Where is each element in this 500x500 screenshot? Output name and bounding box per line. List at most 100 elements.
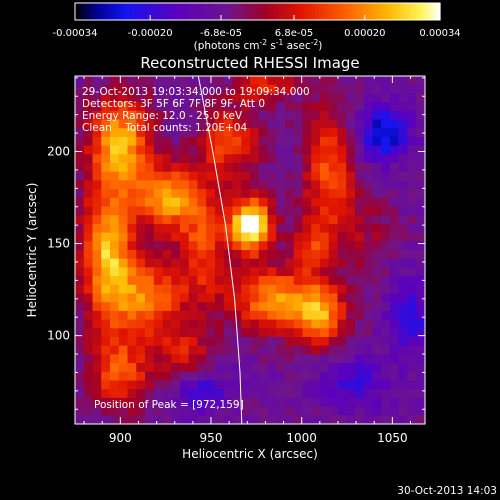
heatmap-cell [162, 258, 172, 268]
heatmap-cell [258, 354, 268, 364]
heatmap-cell [136, 197, 146, 207]
heatmap-cell [232, 345, 242, 355]
heatmap-cell [215, 154, 225, 164]
heatmap-cell [407, 189, 417, 199]
heatmap-cell [188, 206, 198, 216]
heatmap-cell [180, 293, 190, 303]
y-axis-label: Heliocentric Y (arcsec) [25, 183, 39, 318]
heatmap-cell [320, 76, 330, 86]
heatmap-cell [285, 145, 295, 155]
heatmap-cell [320, 145, 330, 155]
heatmap-cell [101, 154, 111, 164]
heatmap-cell [416, 328, 426, 338]
heatmap-cell [75, 258, 85, 268]
heatmap-cell [276, 354, 286, 364]
heatmap-cell [337, 215, 347, 225]
heatmap-cell [285, 258, 295, 268]
heatmap-cell [337, 232, 347, 242]
heatmap-cell [302, 154, 312, 164]
heatmap-cell [346, 189, 356, 199]
heatmap-cell [250, 93, 260, 103]
heatmap-cell [188, 241, 198, 251]
heatmap-cell [355, 371, 365, 381]
heatmap-cell [162, 293, 172, 303]
colorbar-cell [348, 3, 353, 20]
heatmap-cell [75, 93, 85, 103]
heatmap-cell [407, 354, 417, 364]
heatmap-cell [232, 215, 242, 225]
heatmap-cell [101, 319, 111, 329]
heatmap-cell [145, 93, 155, 103]
heatmap-cell [215, 397, 225, 408]
heatmap-cell [118, 415, 128, 425]
heatmap-cell [398, 102, 408, 112]
heatmap-cell [267, 145, 277, 155]
heatmap-cell [118, 171, 128, 181]
heatmap-cell [188, 223, 198, 234]
x-tick-label: 900 [109, 431, 132, 445]
heatmap-cell [232, 319, 242, 329]
heatmap-cell [206, 223, 216, 234]
heatmap-cell [285, 223, 295, 234]
heatmap-cell [363, 337, 373, 347]
heatmap-cell [407, 232, 417, 242]
heatmap-cell [372, 241, 382, 251]
heatmap-cell [320, 250, 330, 260]
heatmap-cell [197, 154, 207, 164]
heatmap-cell [346, 380, 356, 390]
heatmap-cell [250, 310, 260, 321]
heatmap-cell [241, 180, 251, 190]
heatmap-cell [311, 302, 321, 312]
solar-limb-curve [197, 75, 243, 425]
heatmap-cell [127, 215, 137, 225]
heatmap-cell [83, 145, 93, 155]
heatmap-cell [320, 406, 330, 416]
heatmap-cell [285, 128, 295, 138]
heatmap-cell [153, 189, 163, 199]
heatmap-cell [372, 302, 382, 312]
heatmap-cell [346, 223, 356, 234]
colorbar-cell [221, 3, 225, 20]
heatmap-cell [241, 354, 251, 364]
heatmap-cell [407, 145, 417, 155]
heatmap-cell [92, 84, 102, 94]
colorbar-cell [208, 3, 213, 20]
heatmap-cell [241, 415, 251, 425]
heatmap-cell [83, 250, 93, 260]
heatmap-cell [302, 258, 312, 268]
heatmap-cell [232, 223, 242, 234]
heatmap-cell [381, 110, 391, 120]
colorbar-cell [99, 3, 103, 20]
heatmap-cell [241, 154, 251, 164]
heatmap-cell [302, 206, 312, 216]
heatmap-cell [293, 154, 303, 164]
heatmap-cell [285, 371, 295, 381]
heatmap-cell [162, 345, 172, 355]
heatmap-cell [250, 241, 260, 251]
heatmap-cell [302, 302, 312, 312]
heatmap-cell [75, 154, 85, 164]
heatmap-cell [171, 241, 181, 251]
heatmap-cell [171, 310, 181, 321]
heatmap-cell [241, 110, 251, 120]
heatmap-cell [153, 363, 163, 373]
heatmap-cell [215, 337, 225, 347]
heatmap-cell [153, 371, 163, 381]
heatmap-cell [416, 136, 426, 147]
heatmap-cell [311, 163, 321, 173]
heatmap-cell [328, 406, 338, 416]
heatmap-cell [153, 284, 163, 294]
heatmap-cell [188, 102, 198, 112]
heatmap-cell [75, 363, 85, 373]
heatmap-cell [328, 189, 338, 199]
heatmap-cell [110, 310, 120, 321]
heatmap-cell [136, 215, 146, 225]
heatmap-cell [267, 389, 277, 399]
heatmap-cell [232, 276, 242, 286]
heatmap-cell [267, 302, 277, 312]
heatmap-cell [145, 397, 155, 408]
heatmap-cell [206, 354, 216, 364]
heatmap-cell [250, 380, 260, 390]
heatmap-cell [171, 328, 181, 338]
heatmap-cell [197, 328, 207, 338]
